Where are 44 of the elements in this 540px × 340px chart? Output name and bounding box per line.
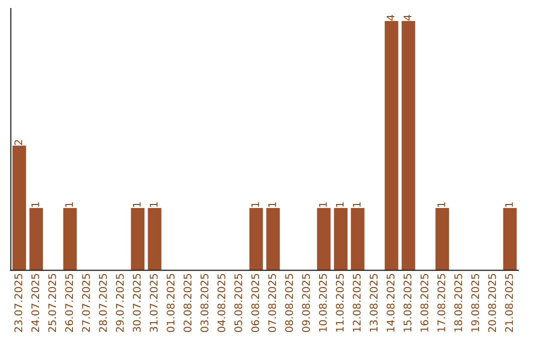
data-label: 1 (251, 202, 260, 207)
data-label: 1 (31, 202, 40, 207)
data-label: 1 (65, 202, 73, 207)
x-tick-label: 02.08.2025 (184, 274, 192, 332)
x-tick-label: 13.08.2025 (370, 274, 378, 332)
data-label: 4 (386, 14, 394, 20)
data-label: 1 (268, 202, 276, 207)
x-tick-label: 14.08.2025 (386, 274, 395, 332)
data-label: 1 (150, 202, 158, 207)
x-tick-label: 23.07.2025 (14, 274, 22, 332)
x-tick-label: 01.08.2025 (166, 274, 175, 332)
data-label: 1 (352, 202, 361, 207)
x-tick-label: 24.07.2025 (31, 274, 40, 332)
x-tick-label: 08.08.2025 (285, 274, 293, 332)
x-tick-label: 26.07.2025 (65, 274, 74, 332)
x-tick-label: 25.07.2025 (48, 274, 56, 332)
x-tick-label: 11.08.2025 (336, 274, 344, 332)
x-tick-label: 31.07.2025 (150, 274, 158, 332)
data-label: 2 (14, 140, 22, 145)
x-tick-label: 04.08.2025 (217, 274, 226, 332)
data-label: 1 (336, 202, 344, 207)
data-label: 4 (404, 14, 412, 20)
x-tick-label: 10.08.2025 (318, 274, 327, 332)
x-tick-label: 18.08.2025 (454, 274, 462, 332)
x-tick-label: 27.07.2025 (82, 274, 90, 332)
x-tick-label: 07.08.2025 (268, 274, 276, 332)
x-tick-label: 28.07.2025 (99, 274, 107, 332)
x-tick-label: 12.08.2025 (352, 274, 361, 332)
x-tick-label: 19.08.2025 (471, 274, 480, 332)
x-tick-label: 09.08.2025 (302, 274, 310, 332)
data-label: 1 (438, 202, 446, 207)
data-label: 1 (319, 202, 327, 207)
x-tick-label: 21.08.2025 (505, 274, 513, 332)
x-tick-label: 20.08.2025 (488, 274, 496, 332)
x-tick-label: 03.08.2025 (200, 274, 208, 332)
x-tick-label: 06.08.2025 (251, 274, 260, 332)
x-tick-label: 29.07.2025 (116, 274, 124, 332)
x-tick-label: 30.07.2025 (132, 274, 141, 332)
data-label: 1 (132, 202, 141, 207)
x-tick-label: 16.08.2025 (420, 274, 428, 332)
x-tick-label: 05.08.2025 (234, 274, 242, 332)
x-tick-label: 17.08.2025 (437, 274, 446, 332)
data-label: 1 (505, 202, 513, 207)
x-tick-label: 15.08.2025 (404, 274, 412, 332)
